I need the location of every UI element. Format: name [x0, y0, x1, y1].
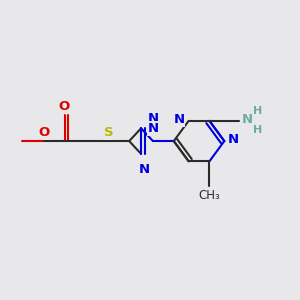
Text: N: N	[148, 112, 159, 125]
Text: N: N	[147, 122, 158, 135]
Text: S: S	[103, 126, 113, 139]
Text: N: N	[139, 164, 150, 176]
Text: CH₃: CH₃	[199, 189, 220, 202]
Text: N: N	[173, 113, 184, 126]
Text: N: N	[242, 113, 253, 127]
Text: H: H	[253, 106, 262, 116]
Text: N: N	[227, 133, 239, 146]
Text: O: O	[59, 100, 70, 113]
Text: H: H	[253, 125, 262, 135]
Text: O: O	[39, 126, 50, 139]
